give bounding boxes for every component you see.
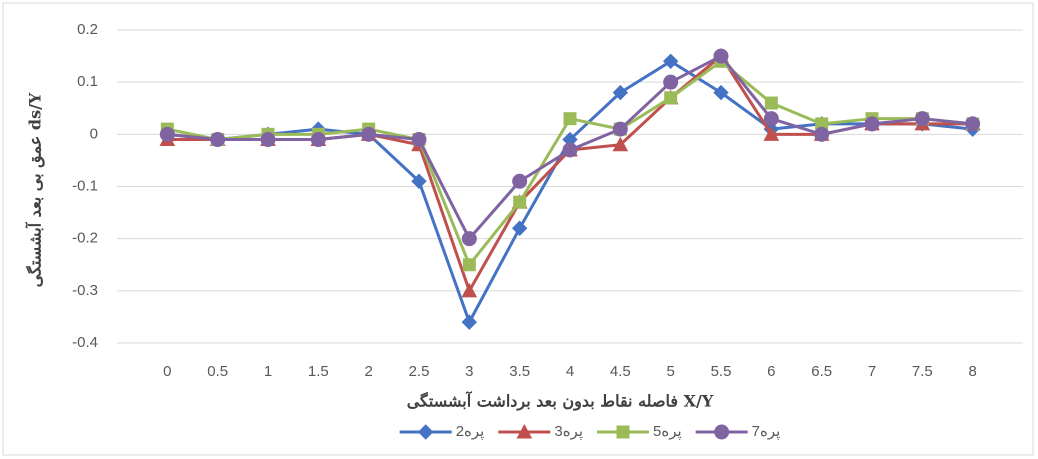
x-axis-title: فاصله نقاط بدون بعد برداشت آبشستگی X/Y	[407, 390, 714, 412]
marker	[616, 425, 630, 439]
legend-label: 3پره	[554, 423, 583, 440]
marker	[159, 126, 175, 142]
y-tick-label: -0.1	[72, 177, 98, 194]
marker	[361, 126, 377, 142]
y-axis-title: عمق بی بعد آبشستگی ds/Y	[24, 92, 46, 287]
y-tick-label: -0.3	[72, 282, 98, 299]
marker	[663, 74, 679, 90]
x-tick-label: 4.5	[610, 363, 631, 380]
marker	[612, 136, 629, 152]
legend-label: 7پره	[752, 423, 781, 440]
marker	[562, 142, 578, 158]
marker	[612, 121, 628, 137]
y-tick-label: 0	[90, 125, 98, 142]
marker	[461, 231, 477, 247]
x-tick-label: 3.5	[509, 363, 530, 380]
x-tick-label: 2	[364, 363, 372, 380]
marker	[310, 132, 326, 148]
marker	[411, 173, 427, 189]
x-tick-label: 6.5	[811, 363, 832, 380]
marker	[764, 96, 778, 110]
legend-label: 5پره	[653, 423, 682, 440]
x-tick-label: 0	[163, 363, 171, 380]
marker	[612, 84, 629, 101]
x-tick-label: 1	[264, 363, 272, 380]
marker	[965, 116, 981, 132]
y-tick-label: -0.4	[72, 334, 98, 351]
x-tick-label: 8	[968, 363, 976, 380]
x-tick-label: 5.5	[711, 363, 732, 380]
marker	[462, 258, 476, 272]
x-tick-label: 2.5	[409, 363, 430, 380]
marker	[461, 314, 478, 330]
x-tick-label: 5	[666, 363, 674, 380]
marker	[563, 112, 577, 126]
marker	[914, 111, 930, 127]
marker	[713, 84, 729, 101]
marker	[512, 173, 528, 189]
legend: 2پره 3پره 5پره 7پره	[399, 423, 781, 440]
x-tick-label: 7.5	[912, 363, 933, 380]
x-tick-label: 7	[868, 363, 876, 380]
marker	[511, 220, 528, 236]
marker	[864, 116, 880, 132]
x-tick-label: 6	[767, 363, 775, 380]
marker	[713, 48, 729, 64]
x-tick-label: 4	[566, 363, 574, 380]
x-tick-label: 1.5	[308, 363, 329, 380]
marker	[210, 132, 226, 148]
y-tick-label: 0.1	[77, 73, 98, 90]
marker	[260, 132, 276, 148]
marker	[714, 424, 730, 440]
x-tick-label: 3	[465, 363, 473, 380]
x-tick-label: 0.5	[207, 363, 228, 380]
marker	[516, 423, 533, 439]
marker	[814, 126, 830, 142]
marker	[417, 424, 434, 440]
marker	[763, 126, 780, 141]
y-tick-label: 0.2	[77, 21, 98, 38]
marker	[664, 91, 678, 105]
marker	[763, 111, 779, 127]
legend-label: 2پره	[456, 423, 485, 440]
marker	[411, 132, 427, 148]
marker	[662, 53, 679, 70]
marker	[513, 195, 527, 209]
marker	[461, 282, 478, 298]
y-tick-label: -0.2	[72, 230, 98, 247]
